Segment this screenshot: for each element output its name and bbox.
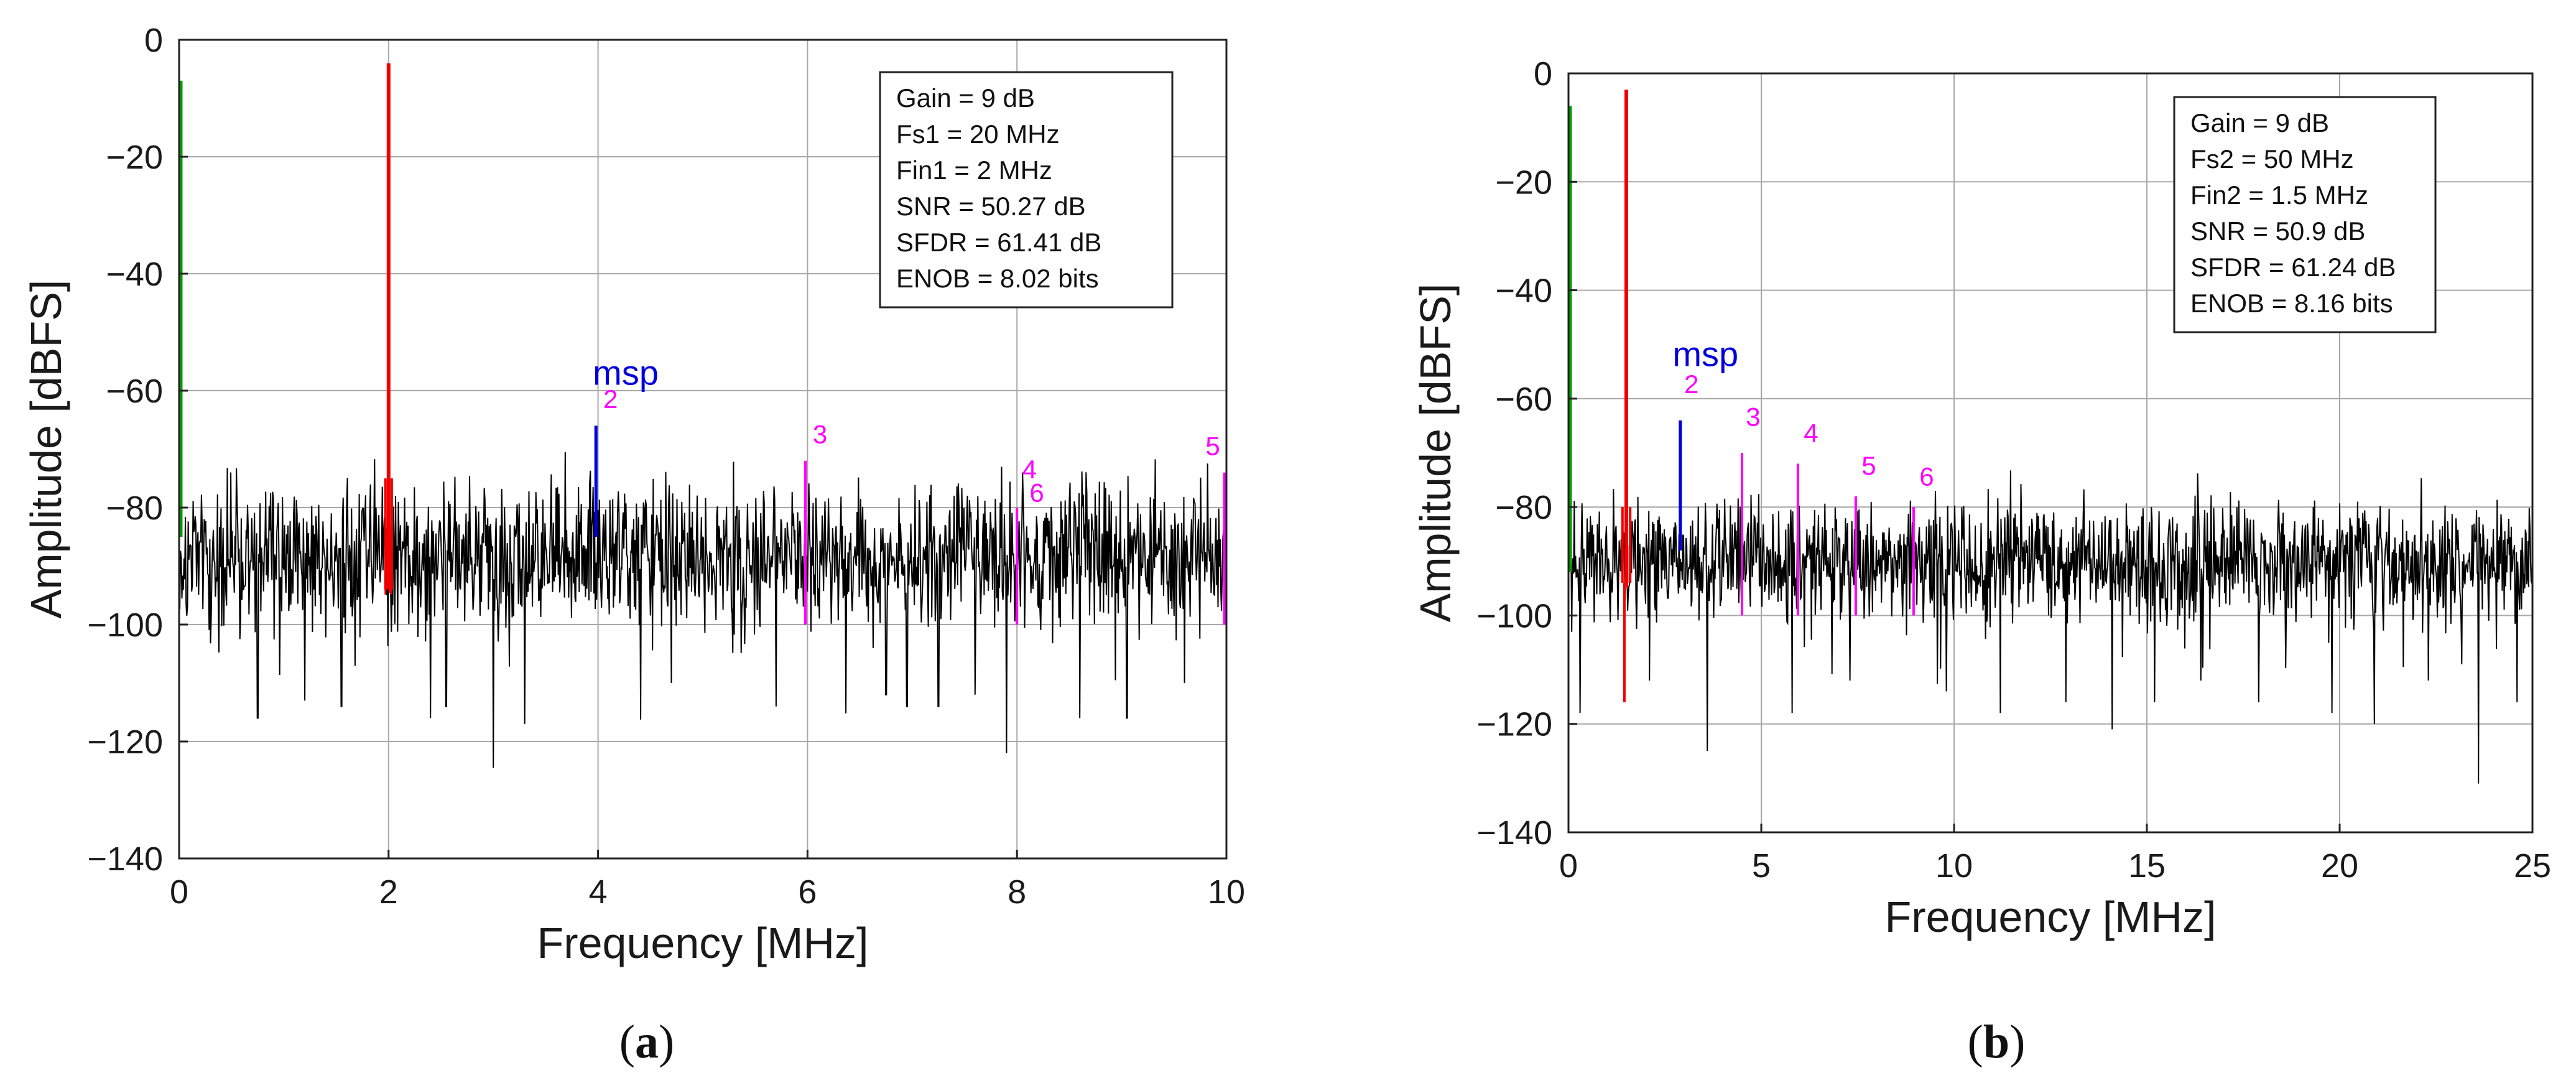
annotation-harmonic-3: 3 xyxy=(1746,402,1760,431)
info-box-line: SNR = 50.9 dB xyxy=(2190,216,2365,246)
y-tick-label: −40 xyxy=(106,256,163,293)
y-tick-label: −40 xyxy=(1495,272,1552,310)
annotation-harmonic-6: 6 xyxy=(1029,478,1044,508)
x-tick-label: 5 xyxy=(1752,847,1771,885)
y-tick-label: −60 xyxy=(106,373,163,410)
annotation-harmonic-5: 5 xyxy=(1205,431,1220,460)
x-tick-label: 10 xyxy=(1935,847,1973,885)
annotation-msp: msp xyxy=(593,353,659,393)
y-tick-label: −80 xyxy=(106,490,163,527)
info-box xyxy=(2173,96,2437,333)
y-tick-label: −140 xyxy=(87,840,163,878)
plot-frame xyxy=(178,39,1228,860)
x-axis-label: Frequency [MHz] xyxy=(1885,893,2217,941)
annotation-harmonic-3: 3 xyxy=(813,420,827,449)
x-tick-label: 6 xyxy=(798,873,817,911)
y-tick-label: −100 xyxy=(87,607,163,644)
x-tick-label: 0 xyxy=(170,873,188,911)
annotation-harmonic-4: 4 xyxy=(1022,455,1037,484)
x-tick-label: 10 xyxy=(1208,873,1245,911)
x-tick-label: 2 xyxy=(379,873,398,911)
y-tick-label: −100 xyxy=(1476,597,1552,635)
caption-letter: a xyxy=(635,1016,659,1068)
y-tick-label: 0 xyxy=(1534,55,1552,93)
x-tick-label: 4 xyxy=(589,873,608,911)
y-tick-label: −60 xyxy=(1495,381,1552,418)
annotation-harmonic-2: 2 xyxy=(603,384,618,414)
annotation-harmonic-2: 2 xyxy=(1684,370,1698,399)
panel-caption: (b) xyxy=(1968,1016,2026,1068)
x-axis-label: Frequency [MHz] xyxy=(537,919,869,967)
y-tick-label: 0 xyxy=(144,22,163,59)
info-box-line: Fin2 = 1.5 MHz xyxy=(2190,180,2368,210)
x-tick-label: 8 xyxy=(1008,873,1026,911)
panel-caption: (a) xyxy=(619,1016,675,1068)
info-box-line: ENOB = 8.16 bits xyxy=(2190,289,2393,318)
y-tick-label: −120 xyxy=(1476,706,1552,743)
y-axis-label: Amplitude [dBFS] xyxy=(1411,284,1460,623)
x-tick-label: 0 xyxy=(1559,847,1578,885)
info-box-line: ENOB = 8.02 bits xyxy=(896,264,1099,293)
caption-open-paren: ( xyxy=(619,1016,635,1068)
info-box-line: Gain = 9 dB xyxy=(896,83,1035,113)
y-tick-label: −120 xyxy=(87,723,163,761)
caption-close-paren: ) xyxy=(659,1016,674,1068)
y-axis-label: Amplitude [dBFS] xyxy=(22,280,70,619)
y-tick-label: −20 xyxy=(106,139,163,176)
caption-close-paren: ) xyxy=(2009,1016,2025,1068)
info-box-line: Gain = 9 dB xyxy=(2190,108,2329,137)
annotation-msp: msp xyxy=(1672,335,1738,374)
info-box-line: SNR = 50.27 dB xyxy=(896,192,1086,221)
y-tick-label: −20 xyxy=(1495,164,1552,201)
noise-floor-trace xyxy=(178,452,1227,768)
y-tick-label: −80 xyxy=(1495,489,1552,526)
caption-letter: b xyxy=(1983,1016,2009,1068)
info-box xyxy=(879,71,1174,309)
info-box-line: Fs2 = 50 MHz xyxy=(2190,144,2354,174)
plot-frame xyxy=(1567,72,2534,834)
noise-floor-trace xyxy=(1568,470,2533,784)
info-box-line: SFDR = 61.41 dB xyxy=(896,228,1101,257)
annotation-harmonic-5: 5 xyxy=(1861,451,1876,480)
x-tick-label: 15 xyxy=(2128,847,2166,885)
x-tick-label: 20 xyxy=(2321,847,2358,885)
info-box-line: SFDR = 61.24 dB xyxy=(2190,253,2396,282)
annotation-harmonic-4: 4 xyxy=(1804,419,1818,448)
info-box-line: Fin1 = 2 MHz xyxy=(896,156,1052,185)
x-tick-label: 25 xyxy=(2514,847,2551,885)
info-box-line: Fs1 = 20 MHz xyxy=(896,119,1060,149)
y-tick-label: −140 xyxy=(1476,814,1552,852)
caption-open-paren: ( xyxy=(1968,1016,1983,1068)
annotation-harmonic-6: 6 xyxy=(1919,462,1934,491)
